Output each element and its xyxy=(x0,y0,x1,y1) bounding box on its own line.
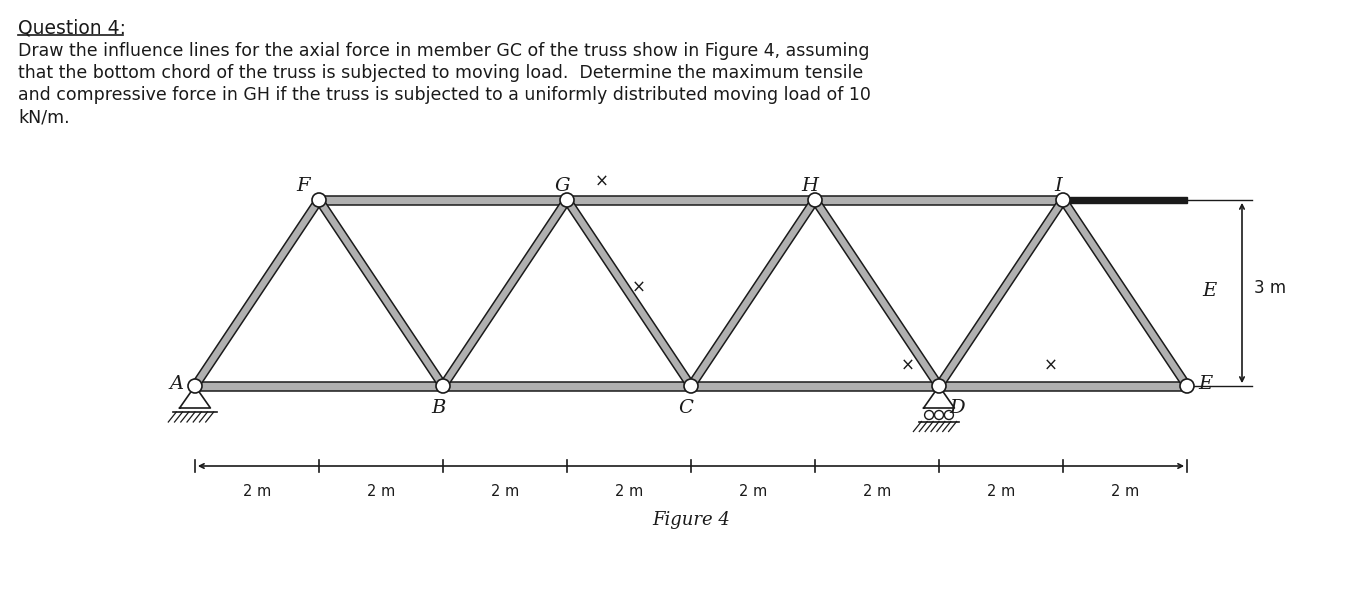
Text: 3 m: 3 m xyxy=(1254,279,1286,297)
Text: ×: × xyxy=(595,173,609,191)
Polygon shape xyxy=(195,382,443,391)
Circle shape xyxy=(925,410,933,419)
Text: 2 m: 2 m xyxy=(863,484,892,499)
Polygon shape xyxy=(316,198,446,388)
Circle shape xyxy=(1180,379,1194,393)
Text: Question 4:: Question 4: xyxy=(18,18,126,37)
Polygon shape xyxy=(1063,197,1187,203)
Text: H: H xyxy=(801,177,819,195)
Text: G: G xyxy=(554,177,569,195)
Circle shape xyxy=(685,379,698,393)
Circle shape xyxy=(188,379,202,393)
Text: 2 m: 2 m xyxy=(243,484,272,499)
Text: kN/m.: kN/m. xyxy=(18,108,70,126)
Text: E: E xyxy=(1198,375,1211,393)
Text: 2 m: 2 m xyxy=(615,484,643,499)
Text: 2 m: 2 m xyxy=(491,484,519,499)
Polygon shape xyxy=(439,198,571,388)
Polygon shape xyxy=(1059,198,1191,388)
Text: D: D xyxy=(949,399,965,417)
Circle shape xyxy=(311,193,327,207)
Polygon shape xyxy=(192,198,322,388)
Polygon shape xyxy=(815,195,1063,204)
Polygon shape xyxy=(936,198,1066,388)
Text: that the bottom chord of the truss is subjected to moving load.  Determine the m: that the bottom chord of the truss is su… xyxy=(18,64,863,82)
Text: 2 m: 2 m xyxy=(740,484,767,499)
Polygon shape xyxy=(180,386,210,408)
Polygon shape xyxy=(691,382,938,391)
Circle shape xyxy=(1056,193,1070,207)
Text: ×: × xyxy=(632,279,646,297)
Circle shape xyxy=(944,410,954,419)
Text: 2 m: 2 m xyxy=(366,484,395,499)
Polygon shape xyxy=(320,195,567,204)
Polygon shape xyxy=(687,198,818,388)
Text: Draw the influence lines for the axial force in member GC of the truss show in F: Draw the influence lines for the axial f… xyxy=(18,42,870,60)
Circle shape xyxy=(932,379,947,393)
Polygon shape xyxy=(812,198,943,388)
Circle shape xyxy=(808,193,822,207)
Circle shape xyxy=(436,379,450,393)
Text: F: F xyxy=(296,177,310,195)
Text: ×: × xyxy=(901,357,915,375)
Polygon shape xyxy=(567,195,815,204)
Text: I: I xyxy=(1054,177,1062,195)
Text: A: A xyxy=(170,375,184,393)
Text: ×: × xyxy=(1044,357,1058,375)
Text: C: C xyxy=(679,399,693,417)
Circle shape xyxy=(934,410,944,419)
Text: B: B xyxy=(431,399,445,417)
Polygon shape xyxy=(443,382,691,391)
Text: 2 m: 2 m xyxy=(986,484,1015,499)
Polygon shape xyxy=(938,382,1187,391)
Text: Figure 4: Figure 4 xyxy=(652,511,730,529)
Text: 2 m: 2 m xyxy=(1111,484,1139,499)
Text: E: E xyxy=(1202,282,1216,300)
Circle shape xyxy=(560,193,573,207)
Polygon shape xyxy=(564,198,694,388)
Polygon shape xyxy=(923,386,955,408)
Text: and compressive force in GH if the truss is subjected to a uniformly distributed: and compressive force in GH if the truss… xyxy=(18,86,871,104)
